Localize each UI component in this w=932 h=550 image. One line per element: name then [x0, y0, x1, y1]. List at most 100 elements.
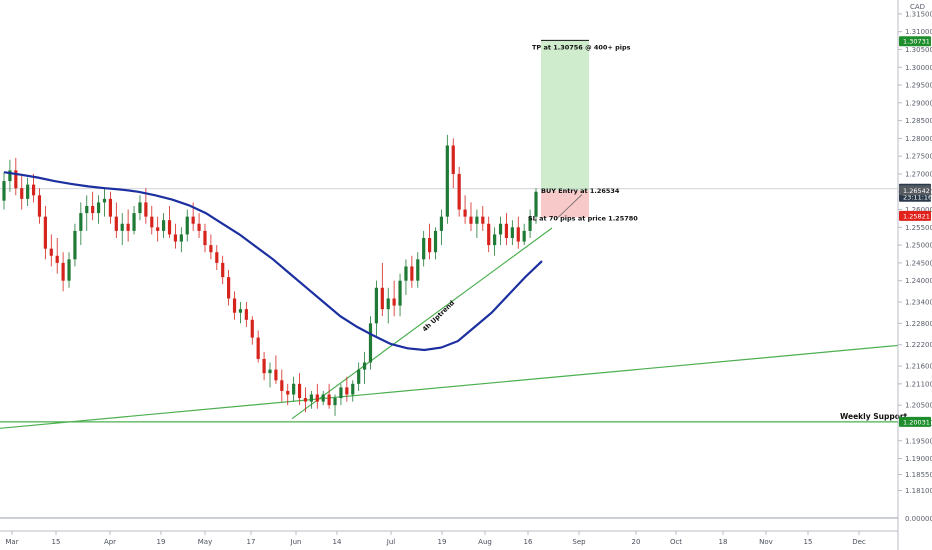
candle-body: [79, 213, 83, 231]
candle-body: [215, 252, 219, 263]
candle-body: [445, 145, 449, 217]
candle-body: [49, 248, 53, 256]
long-term-trendline[interactable]: [0, 344, 899, 429]
x-tick-label: Jun: [290, 538, 302, 546]
candle-body: [280, 380, 284, 391]
y-tick-label: 1.22200: [905, 341, 932, 349]
candle-body: [422, 237, 426, 260]
4h-uptrend-line[interactable]: [291, 227, 553, 420]
candle-body: [516, 227, 520, 242]
y-tick-label: 1.21600: [905, 363, 932, 371]
candle-body: [451, 145, 455, 174]
candle-body: [493, 234, 497, 246]
candle-body: [37, 195, 42, 217]
y-axis-ticks: 1.31500 1.31000 1.30500 1.30000 1.29500 1.290…: [898, 10, 932, 495]
candle-body: [357, 369, 361, 384]
weekly-support-label: Weekly Support: [840, 412, 908, 421]
candle-body: [250, 319, 254, 338]
candle-body: [120, 223, 124, 231]
price-tag-label: 1.30731: [903, 38, 930, 46]
candle-body: [457, 173, 461, 210]
y-tick-label: 1.18100: [905, 487, 932, 495]
entry-label: BUY Entry at 1.26534: [541, 187, 620, 195]
candle-body: [150, 216, 154, 228]
uptrend-label: 4h Uptrend: [421, 299, 457, 334]
candle-body: [510, 227, 514, 238]
y-tick-label: 1.28500: [905, 117, 932, 125]
candle-body: [108, 198, 112, 217]
candle-body: [67, 259, 71, 281]
y-tick-label: 1.30000: [905, 64, 932, 72]
y-tick-label: 1.18550: [905, 471, 932, 479]
candle-body: [433, 230, 438, 253]
x-tick-label: Mar: [5, 538, 18, 546]
candle-body: [138, 202, 142, 214]
candle-body: [132, 213, 136, 231]
x-tick-label: Dec: [852, 538, 866, 546]
x-tick-label: Nov: [759, 538, 773, 546]
candle-body: [268, 369, 272, 374]
candle-body: [203, 230, 207, 246]
candle-body: [144, 202, 148, 217]
candle-body: [85, 205, 89, 214]
price-tag: [899, 36, 931, 47]
y-tick-label: 1.30500: [905, 46, 932, 54]
candle-body: [43, 216, 47, 249]
candle-body: [274, 369, 278, 381]
candle-body: [534, 191, 538, 217]
y-zero-label: 0.00000: [905, 515, 932, 523]
candle-body: [463, 209, 467, 217]
stop-loss-label: SL at 70 pips at price 1.25780: [528, 214, 638, 222]
x-tick-label: 20: [632, 538, 641, 546]
candle-body: [185, 216, 189, 235]
currency-label: CAD: [910, 3, 925, 11]
candle-body: [428, 237, 432, 253]
y-tick-label: 1.19000: [905, 455, 932, 463]
x-tick-label: 15: [52, 538, 61, 546]
candle-body: [362, 362, 367, 370]
y-tick-label: 1.22800: [905, 320, 932, 328]
candle-body: [504, 223, 509, 238]
candle-body: [20, 188, 24, 199]
candle-body: [167, 220, 172, 235]
y-tick-label: 1.27500: [905, 153, 932, 161]
candle-body: [292, 383, 296, 395]
candle-body: [469, 216, 473, 224]
y-tick-label: 1.23400: [905, 299, 932, 307]
candle-body: [55, 255, 59, 263]
candle-body: [191, 216, 195, 224]
x-tick-label: 16: [524, 538, 533, 546]
candle-body: [96, 202, 101, 214]
candle-body: [386, 298, 390, 310]
candle-body: [31, 184, 36, 196]
candlestick-series: [2, 134, 538, 416]
candle-body: [286, 390, 290, 395]
y-tick-label: 1.24500: [905, 259, 932, 267]
price-tag: [899, 185, 931, 196]
candle-body: [351, 383, 355, 395]
x-tick-label: 18: [719, 538, 728, 546]
y-tick-label: 1.31500: [905, 10, 932, 18]
x-tick-label: 19: [157, 538, 166, 546]
x-tick-label: 19: [438, 538, 447, 546]
candle-body: [398, 280, 402, 306]
x-tick-label: Apr: [104, 538, 116, 546]
candle-body: [262, 358, 266, 374]
y-tick-label: 1.20500: [905, 402, 932, 410]
candle-body: [61, 262, 65, 281]
candle-body: [439, 216, 444, 231]
x-tick-label: Aug: [478, 538, 492, 546]
price-tag: [899, 416, 931, 427]
candle-body: [232, 298, 237, 313]
y-tick-label: 1.28000: [905, 135, 932, 143]
candle-body: [410, 266, 414, 281]
candle-body: [179, 234, 183, 242]
x-tick-label: 15: [804, 538, 813, 546]
candle-body: [91, 205, 95, 214]
price-tag-label: 1.20031: [903, 418, 930, 426]
x-tick-label: Sep: [572, 538, 586, 546]
y-tick-label: 1.31000: [905, 28, 932, 36]
candle-body: [339, 387, 343, 399]
x-tick-label: Oct: [670, 538, 682, 546]
